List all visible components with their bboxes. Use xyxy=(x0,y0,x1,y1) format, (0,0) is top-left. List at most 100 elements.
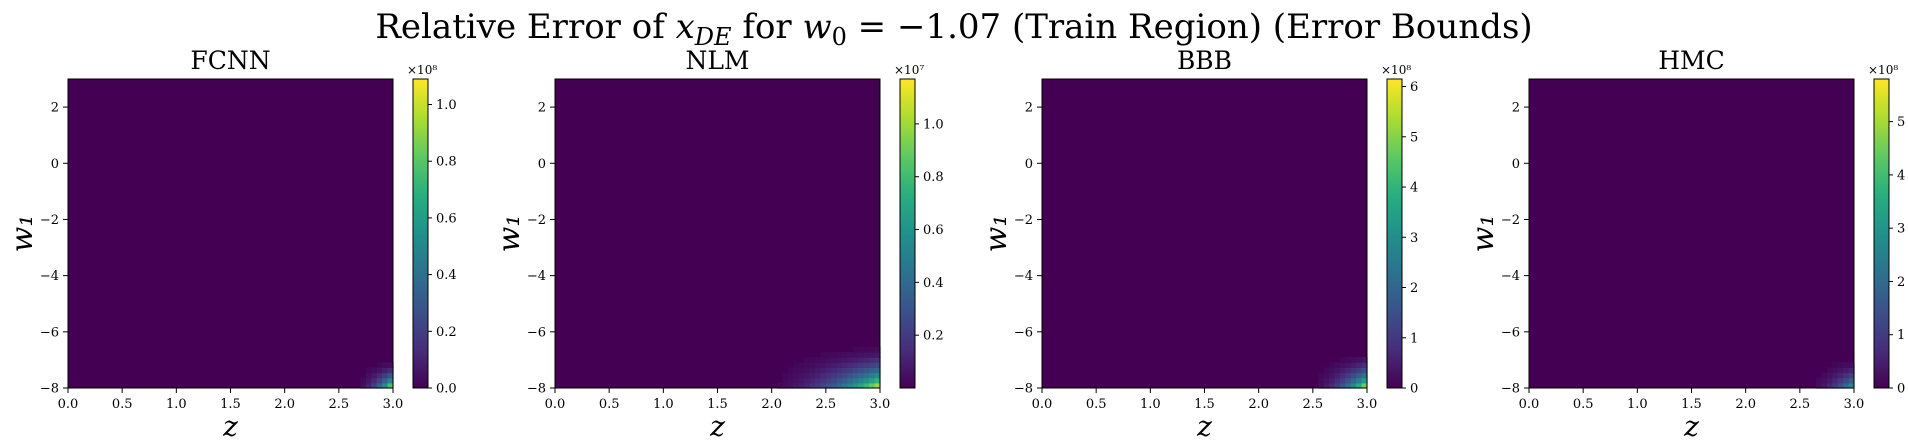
heatmap-cell xyxy=(831,351,838,358)
heatmap-cell xyxy=(852,367,859,374)
heatmap-cell xyxy=(863,346,870,353)
heatmap-cell xyxy=(836,357,843,363)
y-axis-label: w₁ xyxy=(492,215,527,253)
heatmap-cell xyxy=(1361,357,1368,363)
y-tick-label: −6 xyxy=(1501,325,1520,340)
heatmap-cell xyxy=(874,346,881,353)
heatmap-cell xyxy=(798,372,805,379)
x-tick-label: 2.5 xyxy=(328,397,349,412)
colorbar-exponent: ×10⁸ xyxy=(1381,63,1411,77)
heatmap-cell xyxy=(869,346,876,353)
heatmap-cell xyxy=(1832,372,1839,379)
y-axis-label: w₁ xyxy=(5,215,40,253)
colorbar-tick-label: 0.2 xyxy=(436,325,457,340)
colorbar-tick-label: 4 xyxy=(1410,181,1418,196)
y-tick-label: −2 xyxy=(1014,213,1033,228)
heatmap-cell xyxy=(842,351,849,358)
heatmap-background xyxy=(1529,79,1854,388)
heatmap-cell xyxy=(847,362,854,368)
heatmap-cell xyxy=(1356,357,1363,363)
heatmap-cell xyxy=(863,382,870,389)
heatmap-cell xyxy=(1339,382,1346,389)
heatmap-cell xyxy=(382,372,389,379)
colorbar xyxy=(899,78,916,389)
y-tick-label: 2 xyxy=(538,101,546,116)
heatmap-cell xyxy=(1339,367,1346,374)
colorbar-exponent: ×10⁸ xyxy=(1868,63,1898,77)
x-axis-label: z xyxy=(222,410,238,443)
y-tick-label: −4 xyxy=(1014,269,1033,284)
heatmap-cell xyxy=(809,362,816,368)
figure-title-w: w xyxy=(802,7,831,47)
heatmap-cell xyxy=(809,382,816,389)
heatmap-cell xyxy=(798,367,805,374)
heatmap-cell xyxy=(825,372,832,379)
heatmap-cell xyxy=(820,357,827,363)
heatmap-cell xyxy=(836,377,843,384)
heatmap-cell xyxy=(869,351,876,358)
heatmap-cell xyxy=(858,377,865,384)
heatmap-cell xyxy=(1350,362,1357,368)
heatmap-cell xyxy=(874,377,881,384)
y-tick-label: −8 xyxy=(1501,382,1520,397)
heatmap-cell xyxy=(815,367,822,374)
heatmap-cell xyxy=(842,367,849,374)
colorbar-tick-label: 1.0 xyxy=(436,98,457,113)
heatmap-background xyxy=(555,79,880,388)
heatmap-cell xyxy=(777,382,784,389)
colorbar-tick-label: 4 xyxy=(1897,168,1905,183)
x-tick-label: 0.0 xyxy=(1519,397,1540,412)
heatmap-cell xyxy=(1826,372,1833,379)
y-tick-label: −4 xyxy=(527,269,546,284)
heatmap-cell xyxy=(382,377,389,384)
y-tick-label: −8 xyxy=(527,382,546,397)
x-tick-label: 1.5 xyxy=(707,397,728,412)
heatmap-cell xyxy=(1826,382,1833,389)
y-tick-label: −6 xyxy=(527,325,546,340)
x-tick-label: 3.0 xyxy=(870,397,891,412)
heatmap-cell xyxy=(365,377,372,384)
x-axis-label: z xyxy=(1196,410,1212,443)
x-axis-label: z xyxy=(1683,410,1699,443)
heatmap-cell xyxy=(798,377,805,384)
x-tick-label: 1.0 xyxy=(166,397,187,412)
heatmap-cell xyxy=(836,362,843,368)
heatmap-cell xyxy=(831,377,838,384)
heatmap-cell xyxy=(874,382,881,389)
colorbar-tick-label: 0 xyxy=(1897,382,1905,397)
heatmap-cell xyxy=(371,367,378,374)
x-tick-label: 0.0 xyxy=(545,397,566,412)
heatmap-cell xyxy=(793,372,800,379)
heatmap-cell xyxy=(1816,377,1823,384)
heatmap-cell xyxy=(1350,357,1357,363)
x-tick-label: 1.5 xyxy=(1681,397,1702,412)
x-tick-label: 2.5 xyxy=(1302,397,1323,412)
figure-title-w-sub: 0 xyxy=(832,23,847,51)
heatmap-cell xyxy=(1821,377,1828,384)
heatmap-cell xyxy=(1356,372,1363,379)
heatmap-cell xyxy=(787,372,794,379)
heatmap-cell xyxy=(809,367,816,374)
x-tick-label: 1.0 xyxy=(1627,397,1648,412)
heatmap-cell xyxy=(1339,362,1346,368)
heatmap-cell xyxy=(852,357,859,363)
heatmap-cell xyxy=(1329,382,1336,389)
heatmap-cell xyxy=(831,367,838,374)
heatmap-cell xyxy=(1843,377,1850,384)
heatmap-cell xyxy=(1826,367,1833,374)
heatmap-cell xyxy=(1356,382,1363,389)
heatmap-cell xyxy=(820,382,827,389)
heatmap-cell xyxy=(1350,377,1357,384)
heatmap-cell xyxy=(842,382,849,389)
x-tick-label: 1.0 xyxy=(1140,397,1161,412)
heatmap-cell xyxy=(836,367,843,374)
y-tick-label: 2 xyxy=(51,101,59,116)
heatmap-cell xyxy=(863,351,870,358)
heatmap-cell xyxy=(1329,367,1336,374)
x-axis-label: z xyxy=(709,410,725,443)
heatmap-cell xyxy=(804,372,811,379)
heatmap-cell xyxy=(1318,377,1325,384)
heatmap-cell xyxy=(1361,382,1368,389)
heatmap-cell xyxy=(831,382,838,389)
y-tick-label: −2 xyxy=(40,213,59,228)
